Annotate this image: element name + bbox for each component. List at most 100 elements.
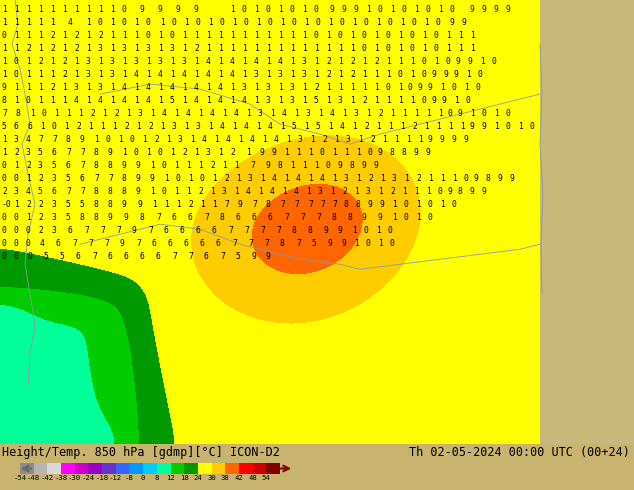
Text: 2: 2	[230, 147, 235, 157]
Text: 4: 4	[194, 83, 199, 92]
Text: 2: 2	[50, 83, 55, 92]
Text: 12: 12	[166, 475, 175, 481]
Text: 7: 7	[116, 226, 121, 235]
Text: 9: 9	[342, 239, 347, 248]
Text: 1: 1	[208, 122, 213, 131]
Text: 0: 0	[2, 239, 7, 248]
Text: 1: 1	[400, 122, 405, 131]
Text: 4: 4	[294, 187, 299, 196]
Text: 4: 4	[122, 96, 127, 104]
Text: 0: 0	[326, 161, 331, 170]
Text: 1: 1	[112, 122, 117, 131]
Text: 0: 0	[2, 161, 7, 170]
Text: 1: 1	[118, 135, 123, 144]
Text: 7: 7	[284, 213, 289, 221]
Text: 1: 1	[290, 56, 295, 66]
Text: 1: 1	[40, 122, 45, 131]
Text: 0: 0	[158, 147, 163, 157]
Text: 1: 1	[296, 147, 301, 157]
Text: 0: 0	[2, 226, 7, 235]
Text: 9: 9	[474, 173, 479, 183]
Text: 1: 1	[174, 109, 179, 118]
Text: 0: 0	[122, 18, 127, 26]
Text: 9: 9	[136, 161, 141, 170]
Text: 2: 2	[26, 161, 31, 170]
Text: 7: 7	[104, 239, 109, 248]
Text: 1: 1	[30, 109, 35, 118]
Text: 1: 1	[352, 122, 357, 131]
Text: 1: 1	[460, 122, 465, 131]
Text: 0: 0	[408, 83, 413, 92]
Text: 1: 1	[230, 44, 235, 52]
Text: 8: 8	[94, 161, 99, 170]
Text: 8: 8	[220, 213, 225, 221]
Text: 1: 1	[78, 109, 83, 118]
Text: 7: 7	[100, 226, 105, 235]
Text: 1: 1	[38, 30, 43, 40]
Text: 9: 9	[266, 252, 271, 261]
Text: 7: 7	[156, 213, 161, 221]
Text: 0: 0	[404, 200, 409, 209]
Text: 5: 5	[236, 252, 241, 261]
Text: 1: 1	[392, 200, 397, 209]
Text: 1: 1	[326, 30, 331, 40]
Text: 1: 1	[438, 4, 443, 14]
Text: 1: 1	[210, 187, 215, 196]
Text: 1: 1	[206, 96, 211, 104]
Text: 2: 2	[50, 44, 55, 52]
Text: 7: 7	[84, 226, 89, 235]
Text: 1: 1	[184, 122, 189, 131]
Text: 6: 6	[124, 252, 129, 261]
Text: 0: 0	[292, 18, 297, 26]
Text: 1: 1	[26, 83, 31, 92]
Text: 1: 1	[326, 44, 331, 52]
Text: 7: 7	[148, 226, 153, 235]
Text: 3: 3	[14, 187, 19, 196]
Text: 9: 9	[176, 4, 181, 14]
Text: 1: 1	[50, 4, 55, 14]
Text: 1: 1	[218, 70, 223, 78]
Text: 1: 1	[150, 161, 155, 170]
Text: 1: 1	[278, 44, 283, 52]
Text: 7: 7	[260, 226, 265, 235]
Text: 0: 0	[450, 4, 455, 14]
Text: 3: 3	[302, 56, 307, 66]
Text: 1: 1	[416, 200, 421, 209]
Text: 9: 9	[458, 109, 463, 118]
Bar	[143, 463, 157, 474]
Text: 1: 1	[302, 96, 307, 104]
Text: 1: 1	[122, 147, 127, 157]
Text: 0: 0	[268, 18, 273, 26]
Text: 1: 1	[318, 109, 323, 118]
Text: 0: 0	[338, 30, 343, 40]
Text: 1: 1	[480, 56, 485, 66]
Text: 1: 1	[14, 161, 19, 170]
Bar	[116, 463, 129, 474]
Text: 9: 9	[432, 96, 437, 104]
Text: 1: 1	[290, 70, 295, 78]
Text: 2: 2	[188, 200, 193, 209]
Text: 3: 3	[318, 187, 323, 196]
Text: 3: 3	[86, 70, 91, 78]
Text: 8: 8	[280, 239, 285, 248]
Text: 1: 1	[342, 109, 347, 118]
Text: 7: 7	[80, 187, 85, 196]
Text: 1: 1	[280, 18, 285, 26]
Text: 1: 1	[174, 187, 179, 196]
Text: 1: 1	[158, 96, 163, 104]
Text: 1: 1	[294, 109, 299, 118]
Text: 2: 2	[342, 187, 347, 196]
Text: 3: 3	[222, 187, 227, 196]
Text: 1: 1	[350, 96, 355, 104]
Text: 1: 1	[428, 173, 433, 183]
Text: 3: 3	[258, 109, 263, 118]
Text: 4: 4	[98, 96, 103, 104]
Text: 1: 1	[164, 200, 169, 209]
Text: 4: 4	[182, 70, 187, 78]
Text: 8: 8	[94, 200, 99, 209]
Text: 9: 9	[482, 122, 487, 131]
Text: 1: 1	[458, 44, 463, 52]
Text: 1: 1	[26, 70, 31, 78]
Text: 1: 1	[266, 30, 271, 40]
Text: 4: 4	[242, 96, 247, 104]
